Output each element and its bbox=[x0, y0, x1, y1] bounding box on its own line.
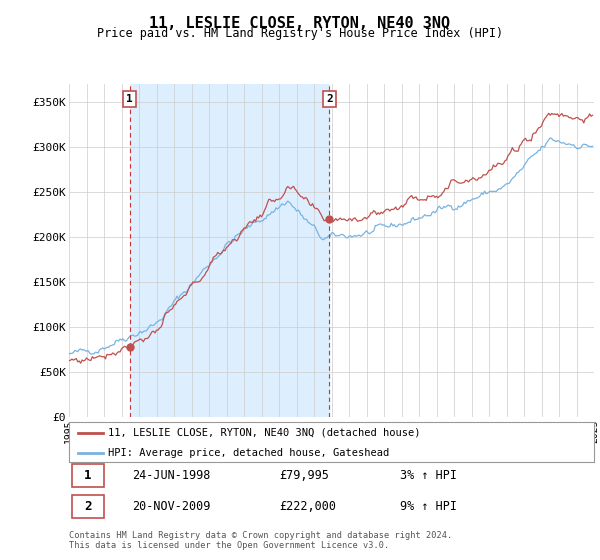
Text: 1: 1 bbox=[84, 469, 92, 482]
Text: Contains HM Land Registry data © Crown copyright and database right 2024.
This d: Contains HM Land Registry data © Crown c… bbox=[69, 531, 452, 550]
Text: HPI: Average price, detached house, Gateshead: HPI: Average price, detached house, Gate… bbox=[109, 448, 389, 458]
Text: 11, LESLIE CLOSE, RYTON, NE40 3NQ: 11, LESLIE CLOSE, RYTON, NE40 3NQ bbox=[149, 16, 451, 31]
Text: 3% ↑ HPI: 3% ↑ HPI bbox=[400, 469, 457, 482]
Bar bbox=[130, 84, 329, 417]
Text: 2: 2 bbox=[326, 94, 333, 104]
Text: 20-NOV-2009: 20-NOV-2009 bbox=[132, 500, 211, 513]
FancyBboxPatch shape bbox=[71, 495, 104, 518]
Text: 2: 2 bbox=[84, 500, 92, 513]
Text: 1: 1 bbox=[126, 94, 133, 104]
Text: 24-JUN-1998: 24-JUN-1998 bbox=[132, 469, 211, 482]
Text: £79,995: £79,995 bbox=[279, 469, 329, 482]
Text: £222,000: £222,000 bbox=[279, 500, 336, 513]
Text: 11, LESLIE CLOSE, RYTON, NE40 3NQ (detached house): 11, LESLIE CLOSE, RYTON, NE40 3NQ (detac… bbox=[109, 428, 421, 438]
Text: 9% ↑ HPI: 9% ↑ HPI bbox=[400, 500, 457, 513]
FancyBboxPatch shape bbox=[71, 464, 104, 487]
Text: Price paid vs. HM Land Registry's House Price Index (HPI): Price paid vs. HM Land Registry's House … bbox=[97, 27, 503, 40]
